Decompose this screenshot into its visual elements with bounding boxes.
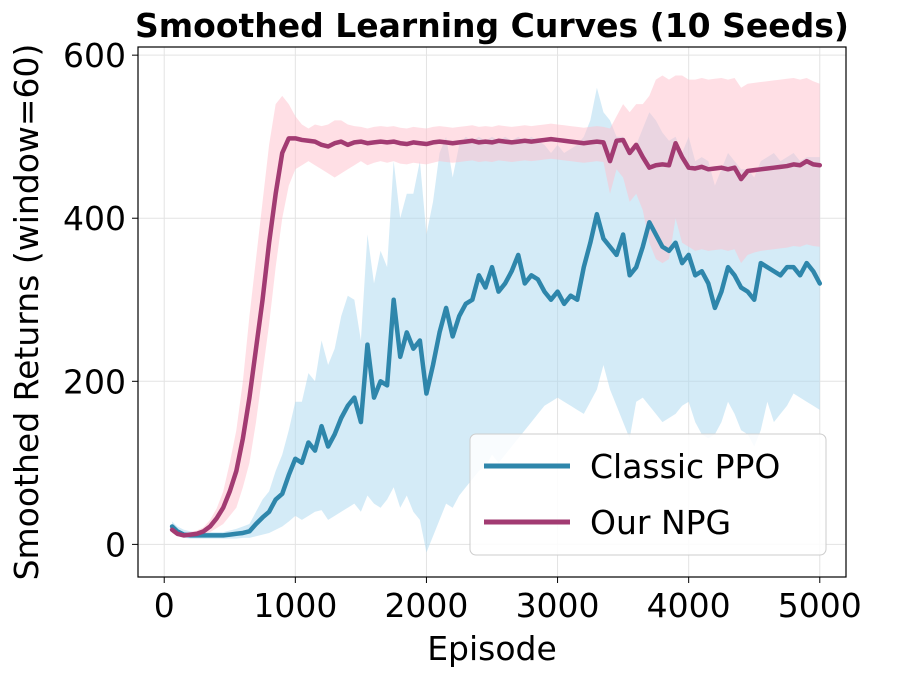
legend: Classic PPO Our NPG xyxy=(469,433,827,556)
series-lines xyxy=(169,136,823,538)
x-tick-label: 1000 xyxy=(253,586,337,625)
x-axis-label: Episode xyxy=(427,629,557,668)
band-our-npg xyxy=(172,75,820,538)
line-our-npg xyxy=(169,136,823,538)
x-tick-label: 5000 xyxy=(778,586,862,625)
x-tick-label: 4000 xyxy=(647,586,731,625)
line-classic-ppo xyxy=(169,211,823,538)
x-tick-label: 0 xyxy=(154,586,175,625)
y-tick-label: 0 xyxy=(105,525,126,564)
x-tick-label: 2000 xyxy=(384,586,468,625)
y-tick-label: 200 xyxy=(63,362,126,401)
y-tick-label: 600 xyxy=(63,36,126,75)
legend-label-our-npg: Our NPG xyxy=(590,503,731,542)
ticks: 0 1000 2000 3000 4000 5000 0 200 400 600 xyxy=(63,36,862,625)
y-axis-label: Smoothed Returns (window=60) xyxy=(7,44,46,581)
y-tick-label: 400 xyxy=(63,199,126,238)
x-tick-label: 3000 xyxy=(516,586,600,625)
plot-frame xyxy=(137,46,847,578)
chart-title: Smoothed Learning Curves (10 Seeds) xyxy=(135,6,849,45)
legend-label-classic-ppo: Classic PPO xyxy=(590,447,780,486)
